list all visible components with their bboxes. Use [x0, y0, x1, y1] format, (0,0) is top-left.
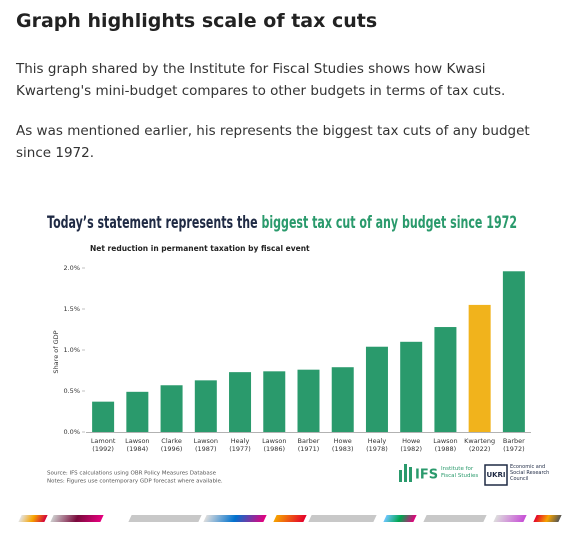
title-part: Today’s statement represents the: [47, 213, 258, 233]
x-tick-label: Lawson (1986): [262, 437, 287, 453]
chart-title: Today’s statement represents the biggest…: [47, 213, 517, 233]
stripe: [423, 515, 487, 522]
x-tick-label: Lawson (1984): [125, 437, 150, 453]
x-tick-label: Clarke (1996): [160, 437, 183, 453]
ifs-logo: IFS Institute for Fiscal Studies: [399, 464, 479, 483]
x-tick-label: Barber (1972): [502, 437, 525, 453]
stripe: [533, 515, 562, 522]
bar: [468, 304, 491, 432]
bar: [160, 385, 183, 432]
x-tick-label: Howe (1983): [331, 437, 354, 453]
x-tick-label: Healy (1978): [366, 437, 388, 453]
stripe: [383, 515, 417, 522]
y-axis-label: Share of GDP: [52, 330, 60, 373]
bar: [434, 327, 457, 432]
bar: [502, 271, 525, 432]
chart-subtitle: Net reduction in permanent taxation by f…: [90, 244, 310, 253]
y-tick-label: 1.5%: [63, 305, 80, 313]
x-tick-label: Howe (1982): [400, 437, 422, 453]
stripe: [493, 515, 527, 522]
x-tick-label: Barber (1971): [297, 437, 320, 453]
stripe: [18, 515, 48, 522]
ifs-text: IFS: [415, 468, 438, 483]
bar: [400, 341, 423, 432]
logo-bar: [404, 464, 407, 482]
article-heading: Graph highlights scale of tax cuts: [16, 10, 378, 32]
bar: [126, 391, 149, 432]
x-tick-label: Lamont (1992): [90, 437, 116, 453]
bar: [331, 367, 354, 432]
bar: [92, 401, 115, 432]
bar: [297, 369, 320, 432]
paragraph: As was mentioned earlier, his represents…: [16, 123, 530, 161]
bar: [365, 346, 388, 432]
logo-bar: [399, 470, 402, 482]
stripe: [128, 515, 202, 522]
stripe: [308, 515, 377, 522]
source: Source: IFS calculations using OBR Polic…: [47, 471, 217, 477]
esrc-name: Economic and Social Research Council: [510, 464, 550, 482]
logo-box: [484, 464, 508, 486]
esrc-box: Economic and Social Research Council: [510, 464, 550, 482]
logo-bar: [409, 467, 412, 482]
bar: [263, 371, 286, 432]
stripe: [50, 515, 104, 522]
x-tick-label: Lawson (1987): [193, 437, 218, 453]
y-tick-label: 0.5%: [63, 387, 80, 395]
x-tick-label: Lawson (1988): [433, 437, 458, 453]
bar: [229, 372, 252, 432]
x-tick-label: Kwarteng (2022): [464, 437, 496, 453]
stripe: [203, 515, 267, 522]
x-tick-label: Healy (1977): [229, 437, 251, 453]
paragraph: This graph shared by the Institute for F…: [16, 61, 506, 99]
title-highlight: biggest tax cut of any budget since 1972: [261, 213, 517, 233]
stripe: [273, 515, 307, 522]
bar: [194, 380, 217, 432]
ukri-text: UKRI: [486, 471, 505, 479]
y-tick-label: 1.0%: [63, 346, 80, 354]
y-tick-label: 2.0%: [63, 264, 80, 272]
notes: Notes: Figures use contemporary GDP fore…: [47, 479, 223, 485]
ifs-name-box: Institute for Fiscal Studies: [441, 466, 479, 479]
ukri-logo: UKRI Economic and Social Research Counci…: [484, 464, 550, 486]
ifs-name: Institute for Fiscal Studies: [441, 466, 479, 479]
y-tick-label: 0.0%: [63, 428, 80, 436]
